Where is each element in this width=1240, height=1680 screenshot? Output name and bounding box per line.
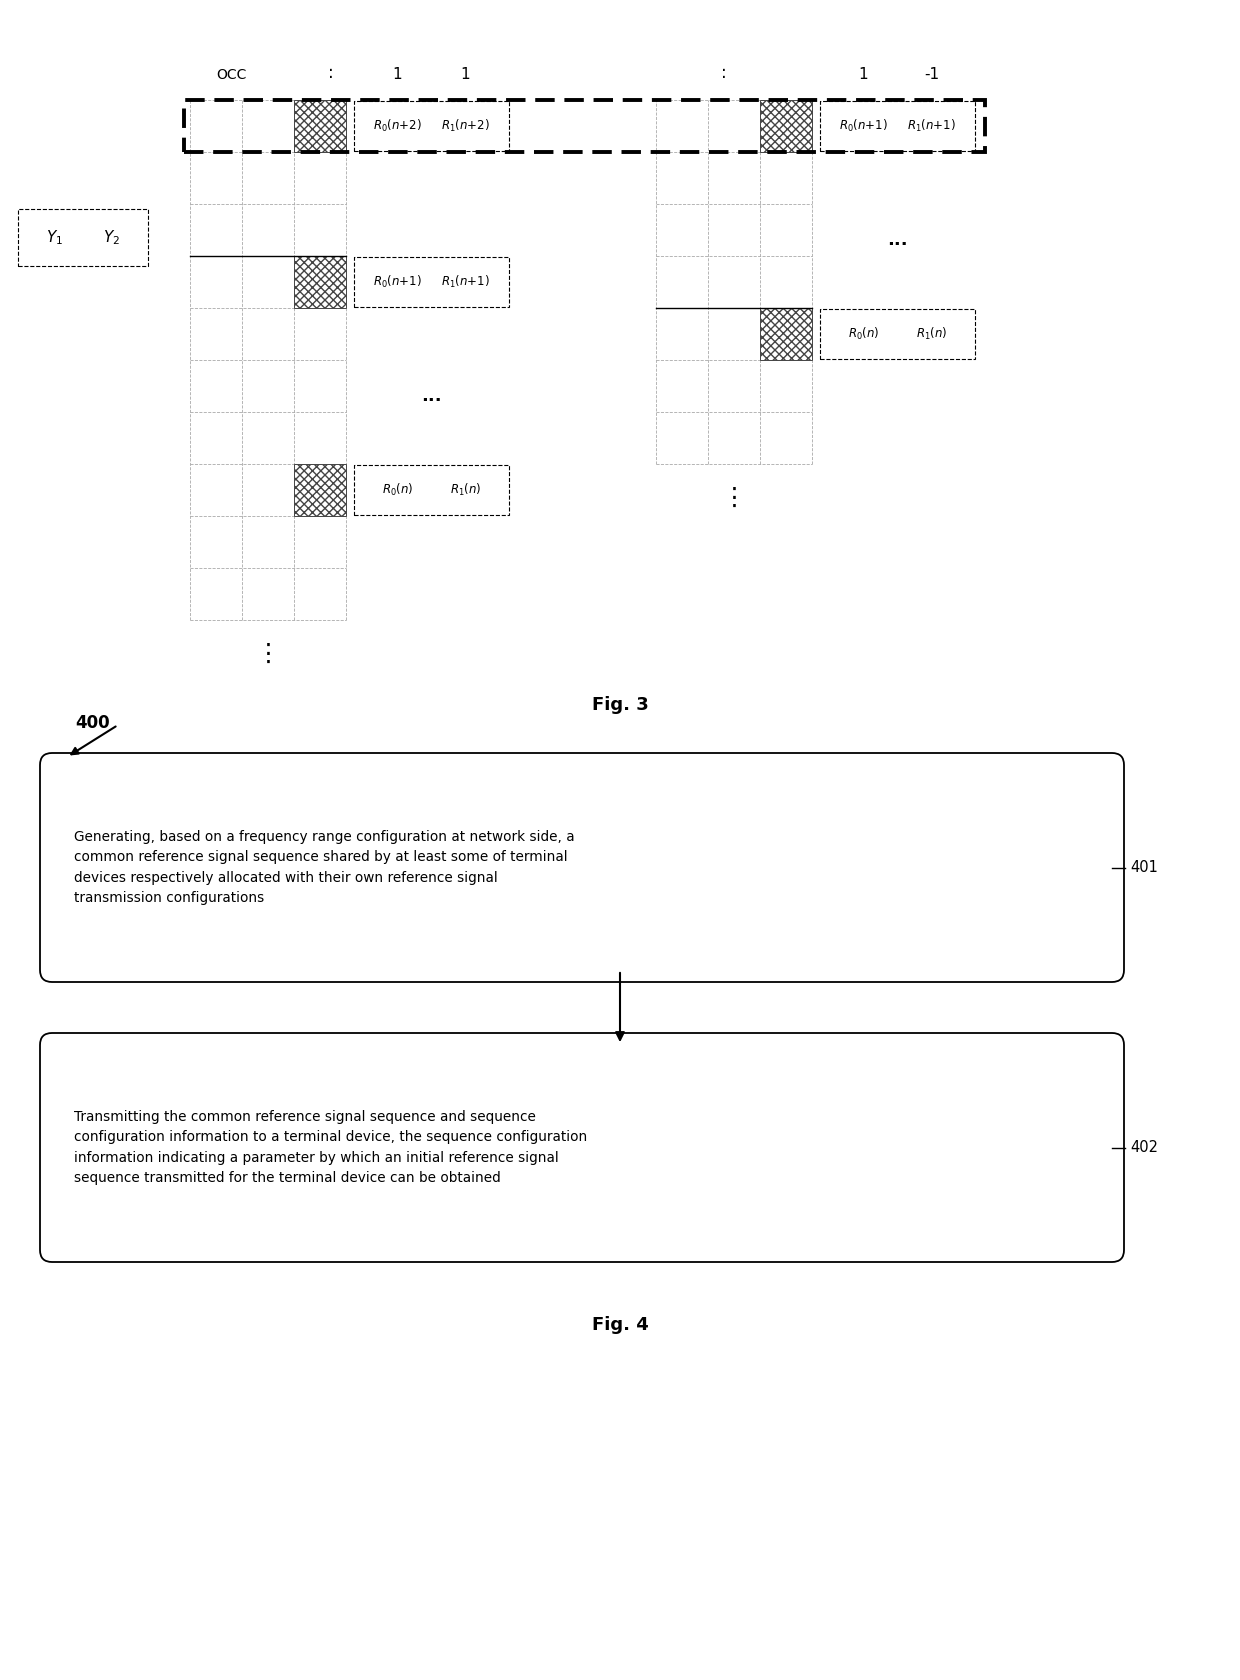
Text: ...: ... [887,232,908,249]
Text: $Y_2$: $Y_2$ [103,228,120,247]
Text: 400: 400 [74,714,109,732]
Text: ⋮: ⋮ [255,642,280,665]
FancyBboxPatch shape [40,1033,1123,1262]
Text: $Y_1$: $Y_1$ [46,228,63,247]
Bar [294,464,346,516]
Bar [820,309,975,360]
Text: $R_0(n{+}1)$: $R_0(n{+}1)$ [373,274,422,291]
Text: $R_0(n{+}2)$: $R_0(n{+}2)$ [373,118,422,134]
Bar [184,101,985,151]
Text: :: : [327,64,334,82]
Text: :: : [720,64,727,82]
Text: $R_1(n)$: $R_1(n)$ [916,326,947,343]
Text: -1: -1 [924,67,939,82]
Bar [294,255,346,307]
Text: $R_1(n{+}1)$: $R_1(n{+}1)$ [441,274,490,291]
Text: ...: ... [422,388,441,405]
Text: Generating, based on a frequency range configuration at network side, a
common r: Generating, based on a frequency range c… [74,830,574,904]
Bar [353,101,508,151]
Text: Fig. 3: Fig. 3 [591,696,649,714]
Text: 1: 1 [858,67,868,82]
Text: $R_0(n{+}1)$: $R_0(n{+}1)$ [839,118,888,134]
Text: 1: 1 [461,67,470,82]
Text: ⋮: ⋮ [722,486,746,511]
Text: $R_1(n)$: $R_1(n)$ [450,482,481,497]
Bar [820,101,975,151]
Text: $R_0(n)$: $R_0(n)$ [848,326,879,343]
Bar [760,101,812,151]
Text: $R_1(n{+}2)$: $R_1(n{+}2)$ [441,118,490,134]
Text: OCC: OCC [217,67,247,82]
Bar [760,307,812,360]
Text: $R_1(n{+}1)$: $R_1(n{+}1)$ [908,118,956,134]
Text: Fig. 4: Fig. 4 [591,1315,649,1334]
Bar [353,257,508,307]
Bar [294,101,346,151]
Bar [353,465,508,514]
Text: $R_0(n)$: $R_0(n)$ [382,482,413,497]
Text: 402: 402 [1130,1141,1158,1156]
Text: Transmitting the common reference signal sequence and sequence
configuration inf: Transmitting the common reference signal… [74,1110,588,1184]
FancyBboxPatch shape [40,753,1123,983]
Bar [19,210,148,267]
Text: 401: 401 [1130,860,1158,875]
Text: 1: 1 [393,67,402,82]
